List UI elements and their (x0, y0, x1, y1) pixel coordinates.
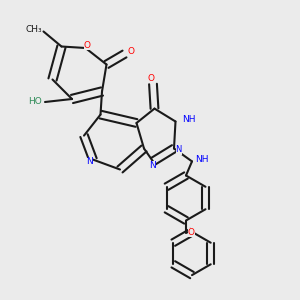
Text: HO: HO (28, 98, 42, 106)
Text: O: O (83, 41, 91, 50)
Text: N: N (149, 161, 156, 170)
Text: CH₃: CH₃ (26, 26, 42, 34)
Text: O: O (128, 46, 135, 56)
Text: N: N (86, 158, 93, 166)
Text: N: N (176, 146, 182, 154)
Text: NH: NH (196, 155, 209, 164)
Text: O: O (188, 228, 195, 237)
Text: NH: NH (182, 116, 196, 124)
Text: O: O (148, 74, 155, 83)
